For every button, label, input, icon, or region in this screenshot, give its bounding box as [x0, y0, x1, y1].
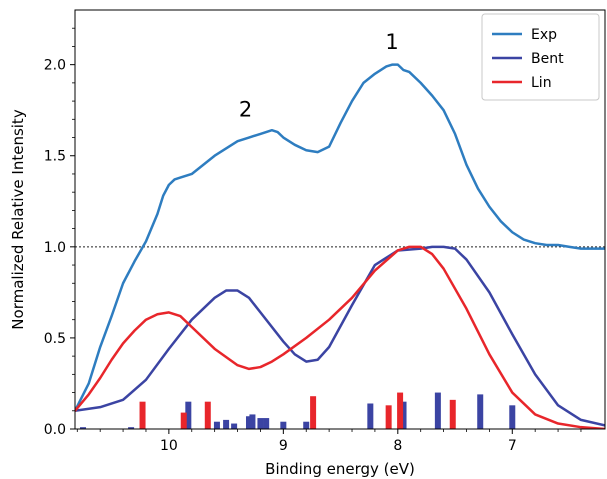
- stick-bent-9: [263, 418, 270, 429]
- stick-bent-5: [231, 423, 238, 429]
- stick-bent-6: [245, 416, 252, 429]
- stick-lin-4: [385, 405, 392, 429]
- y-tick-label-0: 0.0: [44, 422, 66, 438]
- stick-bent-3: [213, 421, 220, 429]
- stick-bent-11: [303, 421, 310, 429]
- stick-bent-12: [367, 403, 374, 429]
- x-axis-label: Binding energy (eV): [265, 460, 415, 478]
- x-tick-label-3: 7: [508, 438, 517, 454]
- legend-box: [481, 13, 600, 101]
- y-axis-label: Normalized Relative Intensity: [9, 109, 27, 330]
- x-tick-label-0: 10: [160, 438, 178, 454]
- axes-frame: [74, 9, 606, 430]
- legend-label-exp: Exp: [531, 27, 557, 43]
- stick-bars: [80, 392, 516, 429]
- series-line-exp: [75, 63, 605, 413]
- y-tick-label-3: 1.5: [44, 149, 66, 165]
- x-tick-label-2: 8: [393, 438, 402, 454]
- stick-bent-0: [80, 427, 87, 429]
- peak-label-1: 1: [385, 30, 398, 54]
- stick-lin-3: [310, 396, 317, 429]
- stick-bent-10: [280, 421, 287, 429]
- stick-lin-1: [180, 412, 187, 429]
- plot-area: [75, 63, 605, 429]
- stick-bent-4: [223, 419, 230, 429]
- stick-bent-13: [400, 401, 407, 429]
- series-lines: [75, 63, 605, 429]
- stick-lin-2: [204, 401, 211, 429]
- y-tick-label-4: 2.0: [44, 58, 66, 74]
- y-tick-label-2: 1.0: [44, 240, 66, 256]
- stick-lin-6: [449, 399, 456, 429]
- legend: Exp Bent Lin: [481, 13, 600, 101]
- stick-bent-7: [249, 414, 256, 429]
- stick-bent-16: [509, 405, 516, 429]
- legend-label-lin: Lin: [531, 75, 552, 91]
- peak-label-2: 2: [239, 97, 252, 121]
- stick-lin-0: [139, 401, 146, 429]
- x-tick-label-1: 9: [279, 438, 288, 454]
- axis-ticks: 10 9 8 7 0.0 0.5 1.0 1.5 2.0: [44, 27, 582, 454]
- stick-bent-14: [434, 392, 441, 429]
- stick-bent-8: [257, 418, 264, 429]
- stick-bent-2: [185, 401, 192, 429]
- stick-lin-5: [397, 392, 404, 429]
- legend-label-bent: Bent: [531, 51, 564, 67]
- y-tick-label-1: 0.5: [44, 331, 66, 347]
- stick-bent-15: [477, 394, 484, 429]
- series-line-lin: [75, 245, 605, 429]
- stick-bent-1: [128, 427, 135, 429]
